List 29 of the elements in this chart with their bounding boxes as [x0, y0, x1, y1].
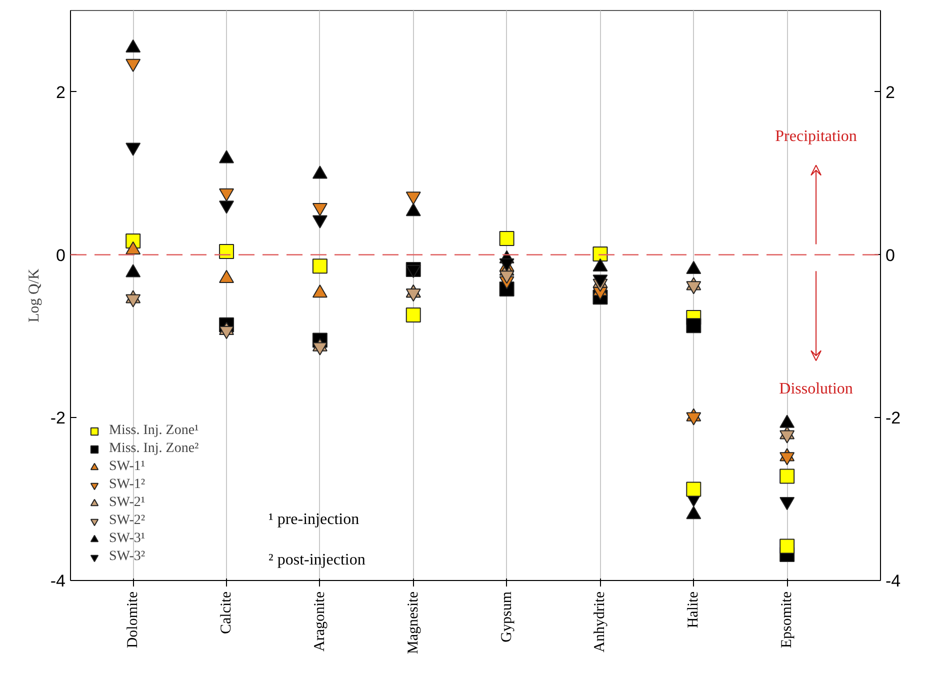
x-tick-label: Halite: [686, 591, 702, 628]
legend-label: SW-1¹: [109, 458, 146, 476]
y-tick-label: -2: [50, 408, 66, 428]
y-tick-label: -4: [50, 572, 66, 590]
legend-label: SW-2²: [109, 512, 146, 530]
annotation: ² post-injection: [268, 552, 366, 569]
legend-label: SW-2¹: [109, 494, 146, 512]
x-tick-label: Dolomite: [125, 591, 142, 648]
annotation: Dissolution: [779, 380, 853, 398]
y2-tick-label: 2: [886, 82, 895, 102]
y2-tick-label: 0: [886, 246, 895, 265]
annotation: ¹ pre-injection: [268, 510, 360, 528]
annotation: Precipitation: [775, 128, 857, 146]
x-tick-label: Gypsum: [498, 591, 515, 642]
y-tick-label: 2: [56, 82, 66, 102]
legend-label: Miss. Inj. Zone²: [109, 440, 199, 458]
x-tick-label: Magnesite: [405, 591, 422, 654]
x-tick-label: Epsomite: [779, 591, 796, 648]
x-tick-label: Anhydrite: [592, 591, 608, 652]
y2-tick-label: -4: [886, 572, 901, 590]
legend-label: SW-1²: [109, 476, 146, 494]
x-tick-label: Calcite: [218, 591, 235, 634]
legend-label: SW-3¹: [109, 530, 146, 548]
legend-label: SW-3²: [109, 548, 146, 566]
y-axis-title: Log Q/K: [26, 268, 42, 322]
y2-tick-label: -2: [886, 408, 901, 428]
x-tick-label: Aragonite: [312, 591, 328, 652]
legend-label: Miss. Inj. Zone¹: [109, 422, 199, 440]
y-tick-label: 0: [56, 246, 66, 265]
